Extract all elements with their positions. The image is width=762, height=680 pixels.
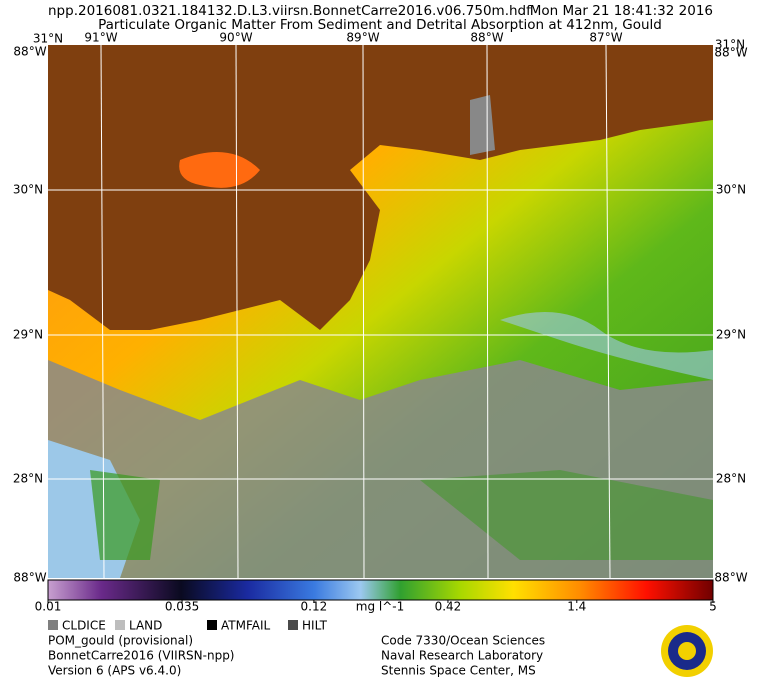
units: mg l^-1 xyxy=(356,600,404,614)
lon-label: 90°W xyxy=(219,31,252,45)
flag-swatch xyxy=(115,620,125,630)
corner-label: 88°W xyxy=(13,45,46,59)
lon-label: 91°W xyxy=(84,31,117,45)
lat-label: 30°N xyxy=(716,183,746,197)
footer-left: Version 6 (APS v6.4.0) xyxy=(48,664,181,678)
footer-left: POM_gould (provisional) xyxy=(48,634,193,648)
tick-label: 0.12 xyxy=(301,600,328,614)
lat-label: 31°N xyxy=(33,32,63,46)
tick-label: 1.4 xyxy=(567,600,586,614)
flag-label: CLDICE xyxy=(62,619,106,633)
flag-label: ATMFAIL xyxy=(221,619,271,633)
title: Particulate Organic Matter From Sediment… xyxy=(98,17,662,33)
corner-label: 88°W xyxy=(714,46,747,60)
footer-right: Stennis Space Center, MS xyxy=(381,664,536,678)
tick-label: 0.42 xyxy=(435,600,462,614)
corner-label: 88°W xyxy=(714,571,747,585)
flag-swatch xyxy=(288,620,298,630)
footer-right: Code 7330/Ocean Sciences xyxy=(381,634,545,648)
lat-label: 28°N xyxy=(13,472,43,486)
graticule xyxy=(48,44,713,579)
lat-label: 30°N xyxy=(13,183,43,197)
tick-label: 0.035 xyxy=(165,600,199,614)
flag-swatch xyxy=(207,620,217,630)
colorbar xyxy=(47,579,714,601)
lat-label: 31°N xyxy=(715,38,745,52)
flags: CLDICE LAND ATMFAIL HILT xyxy=(48,619,328,633)
flag-swatch xyxy=(48,620,58,630)
lat-label: 29°N xyxy=(13,328,43,342)
filename: npp.2016081.0321.184132.D.L3.viirsn.Bonn… xyxy=(48,3,532,19)
map xyxy=(48,44,713,579)
footer-right: Naval Research Laboratory xyxy=(381,649,543,663)
tick-label: 0.01 xyxy=(35,600,62,614)
map-labels: 31°N 31°N 88°W 88°W 88°W 88°W 91°W 90°W … xyxy=(13,31,748,585)
flag-label: LAND xyxy=(129,619,162,633)
tick-label: 5 xyxy=(709,600,717,614)
lon-label: 88°W xyxy=(470,31,503,45)
lat-label: 28°N xyxy=(716,472,746,486)
flag-label: HILT xyxy=(302,619,328,633)
logo xyxy=(661,625,713,677)
footer-left: BonnetCarre2016 (VIIRSN-npp) xyxy=(48,649,235,663)
timestamp: Mon Mar 21 18:41:32 2016 xyxy=(530,3,713,19)
lon-label: 87°W xyxy=(589,31,622,45)
lat-label: 29°N xyxy=(716,328,746,342)
colorbar-ticks: 0.01 0.035 0.12 0.42 1.4 5 xyxy=(35,600,717,614)
corner-label: 88°W xyxy=(13,571,46,585)
lon-label: 89°W xyxy=(346,31,379,45)
